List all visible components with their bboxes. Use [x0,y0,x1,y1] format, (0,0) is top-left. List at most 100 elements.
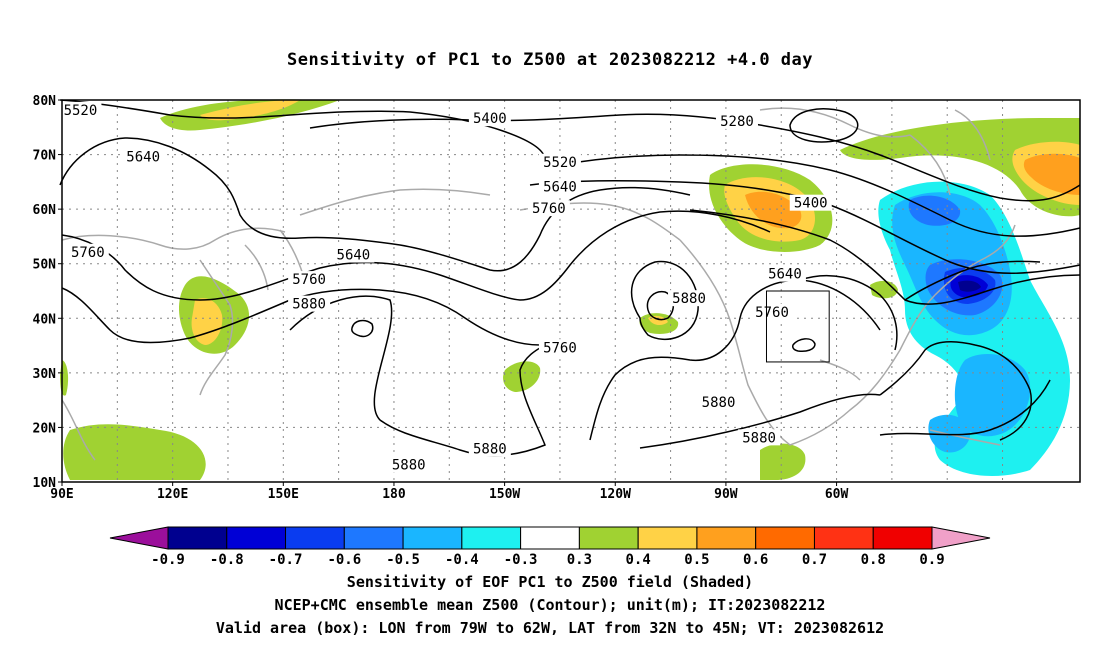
contour-label: 5880 [672,291,706,307]
contour-low-ring1 [630,260,699,340]
contour-label: 5640 [768,267,802,283]
colorbar-swatch [343,526,404,550]
colorbar-swatch [226,526,287,550]
contour-label: 5880 [702,395,736,411]
shade-seasia [63,424,206,480]
contour-label-bg [527,200,570,217]
contour-label-bg [66,243,109,260]
colorbar-max-triangle [931,526,991,550]
map-frame [61,99,1081,483]
lon-label: 90W [714,487,738,502]
contour-label: 5280 [720,114,754,130]
lat-label: 70N [33,149,57,164]
contour-label-bg [468,110,511,127]
contour-label: 5520 [64,103,98,119]
contour-5520-east [559,154,1081,237]
colorbar-swatch [872,526,933,550]
lon-label: 120W [600,487,631,502]
shade-japan-orange [191,298,223,345]
colorbar-min-triangle [109,526,169,550]
contour-label: 5760 [755,305,789,321]
contour-label: 5880 [392,458,426,474]
contour-label: 5640 [337,248,371,264]
shade-low-patch-o [648,315,668,326]
lon-label: 150W [489,487,520,502]
shade-caribbean [760,443,806,480]
colorbar-label: 0.7 [802,552,827,568]
lat-label: 40N [33,312,57,327]
colorbar-label: -0.9 [151,552,185,568]
contour-5760-east [689,209,1081,305]
coastlines [61,107,1016,461]
colorbar-swatch [285,526,345,550]
contour-label-bg [697,393,740,410]
contour-label-bg [59,101,102,118]
lat-label: 20N [33,421,57,436]
shade-atlantic-lb3 [928,414,971,453]
colorbar-swatch [402,526,463,550]
contour-high-ring1 [351,319,374,338]
contour-label-bg [668,290,711,307]
contour-label-bg [387,456,430,473]
shade-canada-orange [745,191,802,229]
colorbar-label: -0.8 [210,552,244,568]
colorbar-swatch [578,526,639,550]
contour-labels: 5520 5640 5760 5640 5760 5880 5400 5520 5640 5760… [59,101,832,474]
colorbar-label: 0.9 [919,552,944,568]
shade-arctic-band-orange [200,100,300,121]
lat-label: 80N [33,94,57,109]
contour-label: 5760 [292,272,326,288]
contour-5880-se [879,379,1051,436]
lon-label: 150E [268,487,299,502]
contour-label-bg [763,265,806,282]
contour-label-bg [751,303,794,320]
contour-5880-ne [799,274,898,351]
lat-label: 30N [33,367,57,382]
footer-line-3: Valid area (box): LON from 79W to 62W, L… [215,619,885,637]
contour-label-bg [715,112,758,129]
footer-line-1: Sensitivity of EOF PC1 to Z500 field (Sh… [346,573,754,591]
contour-label: 5640 [126,149,160,165]
graticule [62,100,1080,482]
colorbar-label: 0.5 [684,552,709,568]
contour-label-bg [538,339,581,356]
contour-label-bg [538,153,581,170]
shade-atlantic-lb2 [954,354,1031,437]
contour-5280-ring [789,108,859,143]
contour-label-bg [288,271,331,288]
latitude-labels: 80N 70N 60N 50N 40N 30N 20N 10N [33,94,62,491]
colorbar-swatch [167,526,228,550]
colorbar-swatch [461,526,522,550]
longitude-labels: 90E 120E 150E 180 150W 120W 90W 60W [50,482,848,502]
contour-label: 5400 [794,196,828,212]
lon-label: 60W [825,487,849,502]
contour-5880-atl [879,340,1032,441]
colorbar-swatch [637,526,698,550]
colorbar: -0.9 -0.8 -0.7 -0.6 -0.5 -0.4 -0.3 0.3 0.4 0.5 0.6… [109,526,991,568]
contour-5880-south [289,295,546,457]
colorbar-swatch [696,526,757,550]
contour-label: 5760 [532,201,566,217]
lon-label: 120E [157,487,188,502]
shade-greenland-orange [1023,153,1080,195]
colorbar-swatch [813,526,874,550]
colorbar-swatch [520,526,580,550]
contour-high-ring2 [792,338,816,352]
colorbar-label: 0.8 [861,552,886,568]
contour-label: 5760 [543,340,577,356]
valid-area-box [765,290,830,363]
shade-china-coast [60,360,69,396]
lat-label: 60N [33,203,57,218]
shade-atlantic-deep3 [958,280,981,292]
contour-label-bg [332,246,375,263]
contour-label-bg [789,194,832,211]
contour-label: 5760 [71,245,105,261]
contour-5880-mid [589,279,881,441]
contour-label-bg [122,148,165,165]
sensitivity-map: 5520 5640 5760 5640 5760 5880 5400 5520 5640 5760… [33,94,1081,568]
shade-greenland [840,118,1080,217]
contour-label-bg [738,429,781,446]
contour-label: 5400 [473,111,507,127]
contour-label-bg [468,440,511,457]
contour-label-bg [538,178,581,195]
